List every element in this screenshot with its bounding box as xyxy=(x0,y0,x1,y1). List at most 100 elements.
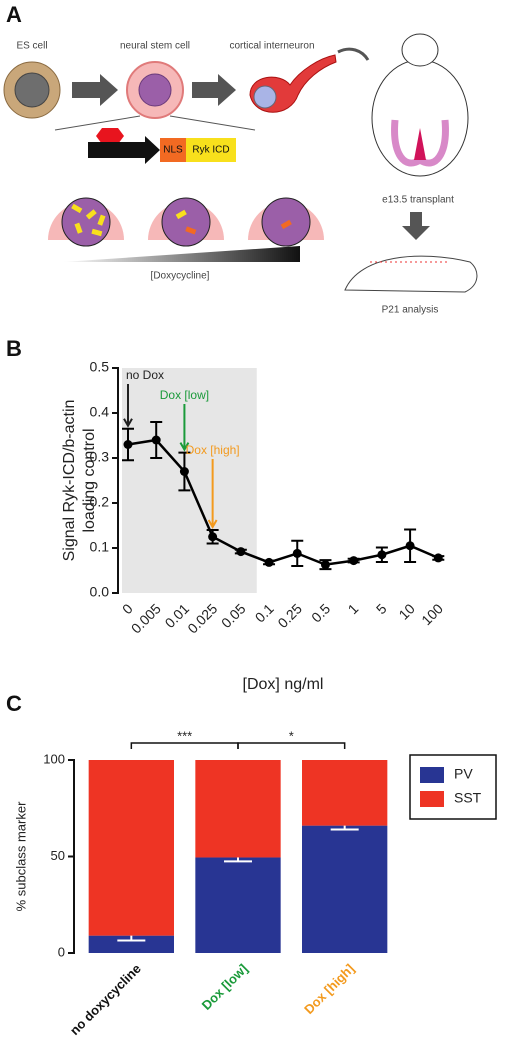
x-tick-label: Dox [high] xyxy=(301,961,357,1017)
y-tick-label: 0.1 xyxy=(90,539,110,555)
legend-swatch xyxy=(420,791,444,807)
data-point xyxy=(151,435,161,445)
y-tick-label: 0 xyxy=(58,944,65,959)
data-point xyxy=(433,553,443,563)
bar-segment xyxy=(195,760,281,858)
y-axis-label: loading control xyxy=(81,428,98,532)
x-tick-label: 1 xyxy=(345,600,362,617)
legend-label: PV xyxy=(454,766,473,782)
arrow xyxy=(402,212,430,240)
legend-swatch xyxy=(420,767,444,783)
x-tick-label: no doxycycline xyxy=(67,961,144,1038)
significance-label: * xyxy=(289,728,294,743)
arrow xyxy=(337,47,370,61)
panel-a: A ES cell neural stem cell cortical inte… xyxy=(3,2,478,316)
data-point xyxy=(377,550,387,560)
annotation: no Dox xyxy=(126,368,164,382)
legend-label: SST xyxy=(454,790,482,806)
zoom-line xyxy=(169,115,256,131)
nucleus xyxy=(253,85,277,109)
arrow xyxy=(72,74,118,106)
gradient xyxy=(62,246,300,262)
label: cortical interneuron xyxy=(229,41,314,52)
x-tick-label: 5 xyxy=(373,600,390,617)
protein xyxy=(74,222,83,234)
y-tick-label: 50 xyxy=(51,848,65,863)
significance-bracket xyxy=(237,742,346,749)
bar-segment xyxy=(302,825,388,953)
protein xyxy=(97,214,106,226)
x-tick-label: Dox [low] xyxy=(199,961,251,1013)
protein xyxy=(280,219,292,230)
x-tick-label: 0.25 xyxy=(274,600,305,631)
y-tick-label: 0.4 xyxy=(90,404,110,420)
label: Ryk ICD xyxy=(192,145,229,156)
x-tick-label: 100 xyxy=(418,600,446,628)
nucleus xyxy=(14,72,50,108)
y-tick-label: 0.3 xyxy=(90,449,110,465)
data-point xyxy=(236,547,246,557)
mouse xyxy=(371,33,469,177)
y-axis-label: % subclass marker xyxy=(13,801,28,911)
data-point xyxy=(179,467,189,476)
label: P21 analysis xyxy=(382,305,439,316)
protein xyxy=(185,226,197,235)
bar-segment xyxy=(302,760,388,826)
data-point xyxy=(320,560,330,570)
significance-label: *** xyxy=(177,728,192,743)
protein xyxy=(175,209,187,220)
panel-label: C xyxy=(6,691,22,716)
y-tick-label: 0.5 xyxy=(90,359,110,375)
panel-label: A xyxy=(6,2,22,27)
data-point xyxy=(405,541,415,551)
bar-segment xyxy=(88,760,174,936)
label: NLS xyxy=(163,145,183,156)
x-axis-label: [Dox] ng/ml xyxy=(243,676,324,693)
nucleus xyxy=(138,73,172,107)
annotation-arrow xyxy=(207,459,218,530)
nucleus xyxy=(161,197,211,247)
bar-segment xyxy=(195,857,281,953)
ryk-box xyxy=(186,138,236,162)
protein xyxy=(71,203,83,214)
data-point xyxy=(292,548,302,558)
label: [Doxycycline] xyxy=(151,271,210,282)
brain xyxy=(344,255,478,293)
x-tick-label: 0.5 xyxy=(308,600,333,625)
repressor xyxy=(96,128,124,144)
x-tick-label: 0 xyxy=(119,600,136,617)
y-tick-label: 100 xyxy=(43,751,65,766)
y-tick-label: 0.2 xyxy=(90,494,110,510)
data-point xyxy=(349,556,359,566)
annotation: Dox [high] xyxy=(186,443,240,457)
x-tick-label: 0.1 xyxy=(252,600,277,625)
bar-segment xyxy=(88,935,174,953)
annotation-arrow xyxy=(123,384,133,428)
promoter xyxy=(88,136,160,164)
y-tick-label: 0.0 xyxy=(90,584,110,600)
x-tick-label: 0.005 xyxy=(128,600,164,636)
label: e13.5 transplant xyxy=(382,195,454,206)
protein xyxy=(91,228,103,237)
nls-box xyxy=(160,138,186,162)
annotation: Dox [low] xyxy=(160,388,209,402)
annotation-arrow xyxy=(179,404,190,452)
y-axis-label: Signal Ryk-ICD/b-actin xyxy=(61,400,78,562)
significance-bracket xyxy=(130,742,239,749)
legend-box xyxy=(409,754,497,820)
label: ES cell xyxy=(16,41,47,52)
x-tick-label: 0.025 xyxy=(184,600,220,636)
arrow xyxy=(192,74,236,106)
x-tick-label: 10 xyxy=(396,600,418,622)
data-line xyxy=(127,438,439,566)
data-point xyxy=(208,532,218,542)
panel-label: B xyxy=(6,336,22,361)
data-point xyxy=(123,440,133,449)
protein xyxy=(85,209,97,220)
x-tick-label: 0.05 xyxy=(218,600,249,631)
cells xyxy=(48,197,324,247)
label: neural stem cell xyxy=(120,41,190,52)
data-point xyxy=(264,557,274,567)
zoom-line xyxy=(54,115,141,131)
